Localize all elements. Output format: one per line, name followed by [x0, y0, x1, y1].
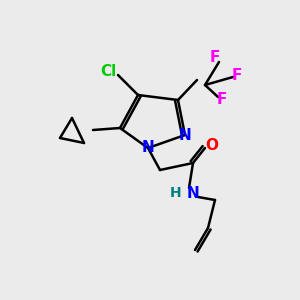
Text: F: F [217, 92, 227, 107]
Text: F: F [232, 68, 242, 82]
Text: F: F [210, 50, 220, 65]
Text: O: O [206, 137, 218, 152]
Text: N: N [187, 185, 200, 200]
Text: Cl: Cl [100, 64, 116, 80]
Text: N: N [178, 128, 191, 142]
Text: N: N [142, 140, 154, 155]
Text: H: H [170, 186, 182, 200]
